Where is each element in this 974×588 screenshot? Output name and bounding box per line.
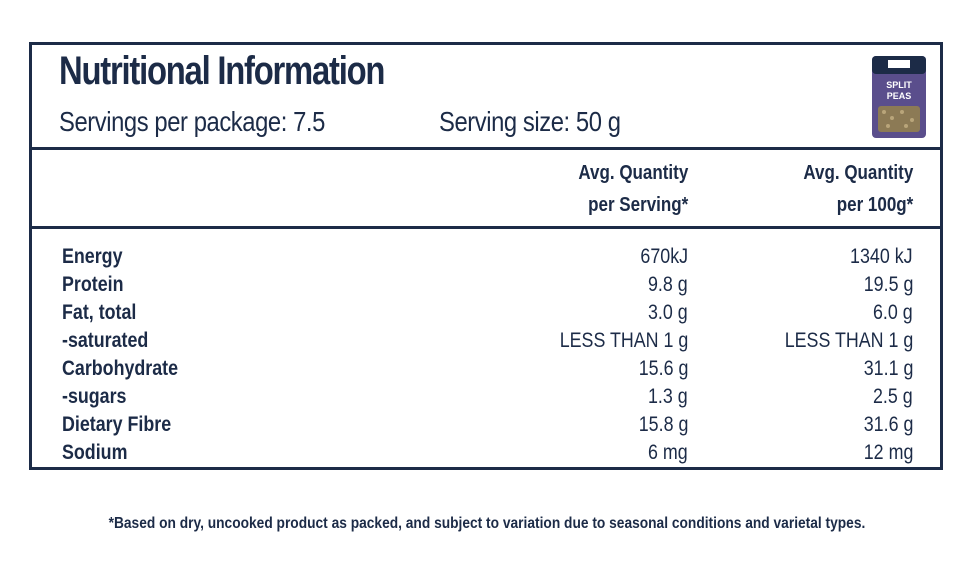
table-row: Carbohydrate 15.6 g 31.1 g <box>32 355 940 383</box>
nutrition-panel: Nutritional Information Servings per pac… <box>29 42 943 470</box>
value-per-100g: 31.1 g <box>863 357 913 380</box>
nutrient-label: Protein <box>62 273 124 296</box>
column-header-per-100g-line-1: Avg. Quantity <box>803 162 913 184</box>
table-row: Fat, total 3.0 g 6.0 g <box>32 299 940 327</box>
value-per-100g: 6.0 g <box>873 301 913 324</box>
value-per-serving: 9.8 g <box>648 273 688 296</box>
table-row: -saturated LESS THAN 1 g LESS THAN 1 g <box>32 327 940 355</box>
footnote: *Based on dry, uncooked product as packe… <box>0 515 974 533</box>
divider-header <box>32 147 940 150</box>
value-per-serving: 15.8 g <box>638 413 688 436</box>
value-per-serving: 670kJ <box>640 245 688 268</box>
table-row: Dietary Fibre 15.8 g 31.6 g <box>32 411 940 439</box>
value-per-serving: 6 mg <box>648 441 688 464</box>
nutrient-label: -sugars <box>62 385 127 408</box>
panel-header: Nutritional Information Servings per pac… <box>32 45 940 147</box>
value-per-serving: LESS THAN 1 g <box>559 329 688 352</box>
value-per-100g: 12 mg <box>863 441 913 464</box>
servings-per-package: Servings per package: 7.5 <box>59 106 325 137</box>
pack-label-line-2: PEAS <box>887 91 912 101</box>
panel-title: Nutritional Information <box>59 49 385 93</box>
value-per-serving: 15.6 g <box>638 357 688 380</box>
value-per-100g: 1340 kJ <box>850 245 913 268</box>
pack-label-line-1: SPLIT <box>886 80 912 90</box>
nutrient-label: Energy <box>62 245 123 268</box>
table-row: Energy 670kJ 1340 kJ <box>32 243 940 271</box>
value-per-100g: LESS THAN 1 g <box>784 329 913 352</box>
value-per-serving: 3.0 g <box>648 301 688 324</box>
footnote-text: *Based on dry, uncooked product as packe… <box>108 515 866 532</box>
table-row: Protein 9.8 g 19.5 g <box>32 271 940 299</box>
value-per-serving: 1.3 g <box>648 385 688 408</box>
column-header-per-serving-line-1: Avg. Quantity <box>578 162 688 184</box>
column-header-per-serving-line-2: per Serving* <box>587 194 688 216</box>
nutrient-label: Fat, total <box>62 301 137 324</box>
nutrient-label: Carbohydrate <box>62 357 179 380</box>
value-per-100g: 31.6 g <box>863 413 913 436</box>
table-row: -sugars 1.3 g 2.5 g <box>32 383 940 411</box>
nutrient-label: -saturated <box>62 329 149 352</box>
value-per-100g: 2.5 g <box>873 385 913 408</box>
divider-columns <box>32 226 940 229</box>
value-per-100g: 19.5 g <box>863 273 913 296</box>
product-pack-icon: SPLIT PEAS <box>872 56 926 138</box>
nutrient-rows: Energy 670kJ 1340 kJ Protein 9.8 g 19.5 … <box>32 243 940 467</box>
nutrient-label: Dietary Fibre <box>62 413 172 436</box>
table-row: Sodium 6 mg 12 mg <box>32 439 940 467</box>
column-header-per-serving: Avg. Quantity per Serving* <box>559 157 688 221</box>
column-header-per-100g: Avg. Quantity per 100g* <box>784 157 913 221</box>
nutrient-label: Sodium <box>62 441 128 464</box>
column-header-per-100g-line-2: per 100g* <box>836 194 913 216</box>
serving-size: Serving size: 50 g <box>439 106 621 137</box>
